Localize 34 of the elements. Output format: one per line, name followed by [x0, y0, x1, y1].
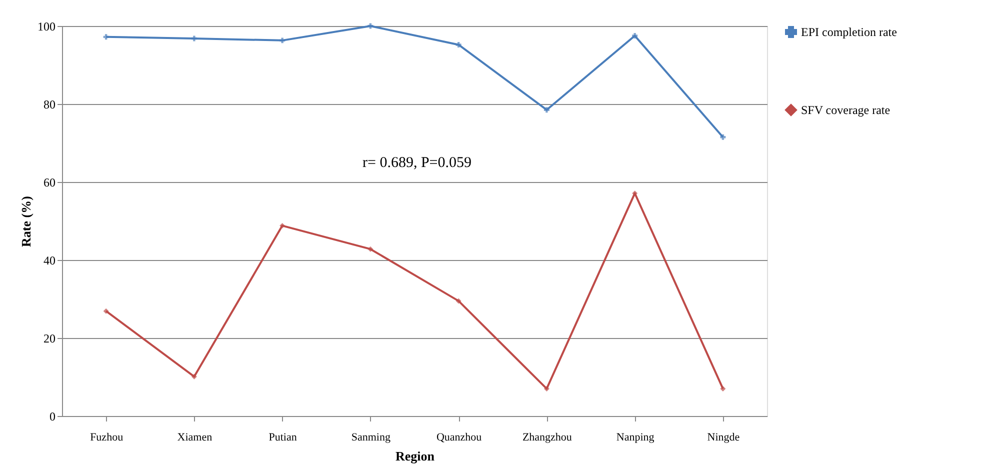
x-tick-label: Putian [268, 432, 298, 444]
y-tick-label: 60 [44, 176, 56, 190]
point [191, 36, 197, 42]
point [280, 222, 286, 228]
legend-label: EPI completion rate [801, 25, 897, 39]
point [544, 107, 550, 113]
x-tick-label: Ningde [707, 432, 740, 444]
legend-label: SFV coverage rate [801, 103, 890, 117]
x-tick-label: Zhangzhou [522, 432, 572, 444]
point [632, 190, 638, 196]
point [456, 42, 462, 48]
point [280, 38, 286, 44]
x-axis-title: Region [396, 448, 436, 464]
y-tick-label: 20 [44, 332, 56, 346]
x-tick-label: Nanping [616, 432, 655, 444]
point [103, 308, 109, 314]
x-tick-label: Quanzhou [436, 432, 482, 444]
y-tick-label: 80 [44, 98, 56, 112]
x-tick-label: Sanming [351, 432, 391, 444]
point [544, 386, 550, 392]
y-tick-label: 100 [38, 20, 56, 34]
point [720, 134, 726, 140]
point [720, 386, 726, 392]
x-tick-label: Fuzhou [90, 432, 124, 444]
y-axis-title: Rate (%) [18, 196, 34, 247]
point [368, 246, 374, 252]
annotation: r= 0.689, P=0.059 [362, 155, 472, 171]
y-tick-label: 40 [44, 254, 56, 268]
point [191, 374, 197, 380]
x-tick-label: Xiamen [177, 432, 213, 444]
point [632, 33, 638, 38]
point [456, 298, 462, 304]
y-tick-label: 0 [50, 410, 56, 424]
point [103, 34, 109, 40]
